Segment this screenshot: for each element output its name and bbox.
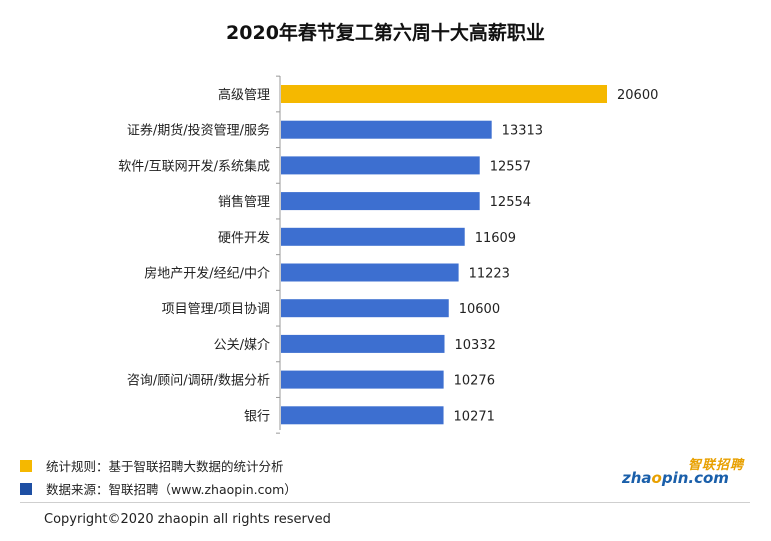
legend-source-swatch xyxy=(20,482,32,495)
category-label: 银行 xyxy=(244,409,270,424)
value-label: 10600 xyxy=(459,302,500,317)
category-label: 项目管理/项目协调 xyxy=(162,302,270,317)
legend-rule-swatch xyxy=(20,459,32,472)
bar xyxy=(281,370,444,389)
value-label: 11609 xyxy=(475,231,516,246)
bar xyxy=(281,299,449,318)
category-label: 公关/媒介 xyxy=(214,338,270,353)
bar xyxy=(281,263,459,282)
category-label: 高级管理 xyxy=(218,87,270,103)
bar xyxy=(281,334,445,353)
legend-rule: 统计规则：基于智联招聘大数据的统计分析 xyxy=(20,456,284,475)
value-label: 12557 xyxy=(490,159,531,174)
bar xyxy=(281,85,607,103)
brand-en: zhaopin.com xyxy=(622,469,729,487)
value-label: 10276 xyxy=(454,374,495,389)
copyright-text: Copyright©2020 zhaopin all rights reserv… xyxy=(44,512,331,527)
value-label: 13313 xyxy=(502,124,543,139)
category-label: 销售管理 xyxy=(218,194,270,210)
bar xyxy=(281,227,465,246)
value-label: 10332 xyxy=(455,338,496,353)
brand-en-mid: o xyxy=(651,469,662,487)
bar xyxy=(281,120,492,139)
brand-en-post: pin.com xyxy=(661,469,729,487)
value-label: 11223 xyxy=(469,267,510,282)
bar xyxy=(281,406,444,425)
chart-title: 2020年春节复工第六周十大高薪职业 xyxy=(226,22,545,44)
category-label: 硬件开发 xyxy=(218,230,270,246)
value-label: 10271 xyxy=(454,409,495,424)
bar xyxy=(281,156,480,175)
category-label: 房地产开发/经纪/中介 xyxy=(144,266,270,282)
category-label: 证券/期货/投资管理/服务 xyxy=(127,123,270,139)
bar xyxy=(281,192,480,211)
footer-divider xyxy=(20,502,750,503)
brand-cn: 智联招聘 xyxy=(687,458,744,473)
value-label: 20600 xyxy=(617,88,658,103)
bar-chart: 高级管理 20600 证券/期货/投资管理/服务 13313 软件/互联网开发/系统集成… xyxy=(118,75,658,434)
legend-rule-text: 统计规则：基于智联招聘大数据的统计分析 xyxy=(46,459,284,474)
legend-source: 数据来源：智联招聘（www.zhaopin.com） xyxy=(20,479,297,498)
legend-source-text: 数据来源：智联招聘（www.zhaopin.com） xyxy=(46,482,297,497)
brand-en-pre: zha xyxy=(622,469,652,487)
zhaopin-logo: 智联招聘 zhaopin.com xyxy=(622,452,752,494)
category-label: 软件/互联网开发/系统集成 xyxy=(118,158,270,174)
category-label: 咨询/顾问/调研/数据分析 xyxy=(127,374,270,389)
value-label: 12554 xyxy=(490,195,531,210)
